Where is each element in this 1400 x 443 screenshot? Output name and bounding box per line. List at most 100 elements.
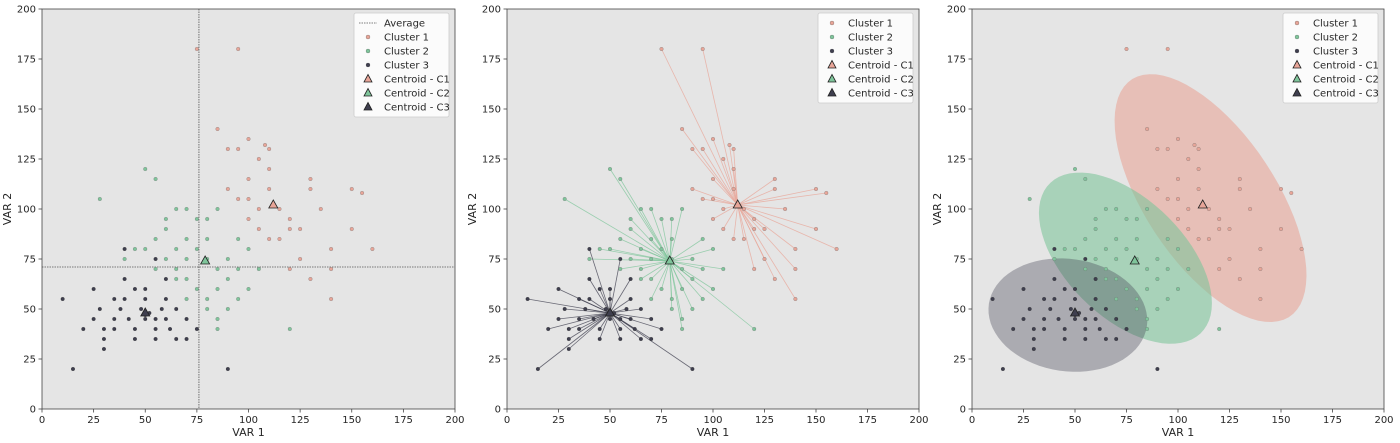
cluster-2-point — [184, 297, 189, 301]
cluster-1-point — [1155, 187, 1160, 191]
cluster-1-point — [246, 197, 251, 201]
legend-label: Centroid - C2 — [1313, 75, 1379, 86]
centroid-link-line — [609, 298, 631, 314]
cluster-3-point — [577, 317, 582, 321]
cluster-2-point — [205, 237, 210, 241]
centroid-link-line — [733, 204, 739, 240]
cluster-3-point — [1042, 317, 1047, 321]
centroid-link-line — [558, 312, 611, 320]
cluster-1-point — [1186, 227, 1191, 231]
cluster-3-point — [153, 327, 158, 331]
cluster-2-point — [1062, 247, 1067, 251]
cluster-3-point — [1083, 327, 1088, 331]
y-tick-label: 25 — [23, 355, 36, 366]
cluster-3-point — [174, 337, 179, 341]
legend-centroid-swatch — [363, 87, 373, 97]
cluster-2-point — [638, 247, 643, 251]
y-tick-label: 150 — [947, 105, 966, 116]
cluster-2-point — [1176, 287, 1180, 291]
cluster-3-point — [608, 317, 612, 321]
cluster-1-point — [1196, 237, 1201, 241]
cluster-2-point — [1093, 227, 1098, 231]
centroid-link-line — [609, 312, 652, 320]
cluster-2-point — [690, 257, 695, 261]
cluster-3-point — [618, 317, 623, 321]
cluster-1-point — [690, 187, 695, 191]
cluster-3-point — [562, 307, 567, 311]
x-tick-label: 175 — [394, 415, 413, 426]
x-tick-label: 125 — [291, 415, 310, 426]
cluster-3-point — [112, 297, 117, 301]
legend-cluster-swatch — [365, 62, 371, 68]
cluster-2-point — [246, 247, 251, 251]
cluster-3-point — [618, 257, 623, 261]
centroid-link-line — [578, 298, 611, 314]
chart-panel-1: 0 25 50 75 100 125 150 175 200 0 25 50 75 100 125 150 17… — [1, 5, 465, 440]
centroid-c3-marker — [140, 307, 151, 317]
cluster-1-point — [267, 167, 272, 171]
y-tick-label: 0 — [960, 405, 966, 416]
cluster-3-point — [566, 347, 571, 351]
cluster-2-point — [1027, 197, 1032, 201]
cluster-2-point — [1155, 257, 1160, 261]
cluster-3-point — [184, 317, 189, 321]
cluster-2-point — [1124, 247, 1129, 251]
centroid-link-line — [548, 312, 611, 330]
cluster-1-point — [1196, 147, 1201, 151]
cluster-1-point — [236, 147, 241, 151]
cluster-1-point — [762, 257, 767, 261]
cluster-2-point — [680, 267, 685, 271]
cluster-2-point — [1083, 267, 1088, 271]
cluster-3-point — [1073, 317, 1077, 321]
cluster-1-point — [298, 227, 303, 231]
cluster-1-point — [1237, 177, 1242, 181]
y-tick-label: 75 — [23, 255, 36, 266]
cluster-2-point — [659, 217, 664, 221]
cluster-2-point — [153, 267, 158, 271]
cluster-1-point — [1145, 127, 1150, 131]
x-tick-label: 200 — [1374, 415, 1393, 426]
cluster-3-point — [628, 277, 633, 281]
cluster-1-point — [1237, 277, 1242, 281]
cluster-1-point — [793, 247, 798, 251]
cluster-3-point — [597, 327, 602, 331]
centroid-link-line — [737, 204, 837, 250]
cluster-2-point — [649, 257, 654, 261]
cluster-2-point — [638, 267, 643, 271]
centroid-link-line — [737, 204, 745, 240]
cluster-2-point — [721, 267, 726, 271]
cluster-3-point — [122, 277, 127, 281]
cluster-1-point — [256, 207, 261, 211]
cluster-1-point — [236, 197, 241, 201]
cluster-2-point — [628, 217, 633, 221]
cluster-1-point — [1176, 137, 1180, 141]
cluster-3-point — [97, 307, 102, 311]
centroid-link-line — [609, 312, 693, 370]
cluster-1-point — [772, 187, 777, 191]
x-tick-label: 25 — [87, 415, 100, 426]
legend-label: Centroid - C1 — [848, 61, 914, 72]
x-tick-label: 50 — [604, 415, 617, 426]
legend-centroid-swatch — [827, 73, 837, 83]
cluster-3-point — [1042, 327, 1047, 331]
centroid-link-line — [712, 138, 739, 206]
centroid-c3-marker — [604, 307, 616, 317]
cluster-2-point — [618, 237, 623, 241]
centroid-link-line — [669, 238, 703, 262]
cluster-1-point — [1196, 167, 1201, 171]
cluster-1-point — [360, 191, 365, 195]
centroid-link-line — [609, 278, 631, 314]
x-tick-label: 175 — [858, 415, 877, 426]
cluster-2-point — [1103, 247, 1108, 251]
cluster-1-point — [329, 247, 334, 251]
cluster-3-point — [132, 287, 137, 291]
cluster-3-point — [91, 317, 96, 321]
cluster-3-point — [618, 327, 623, 331]
cluster-1-point — [752, 267, 757, 271]
cluster-3-point — [1031, 337, 1036, 341]
cluster-2-point — [1103, 277, 1108, 281]
centroid-link-line — [620, 238, 670, 262]
centroid-link-line — [620, 260, 670, 270]
cluster-3-point — [1083, 337, 1088, 341]
cluster-3-point — [132, 337, 137, 341]
